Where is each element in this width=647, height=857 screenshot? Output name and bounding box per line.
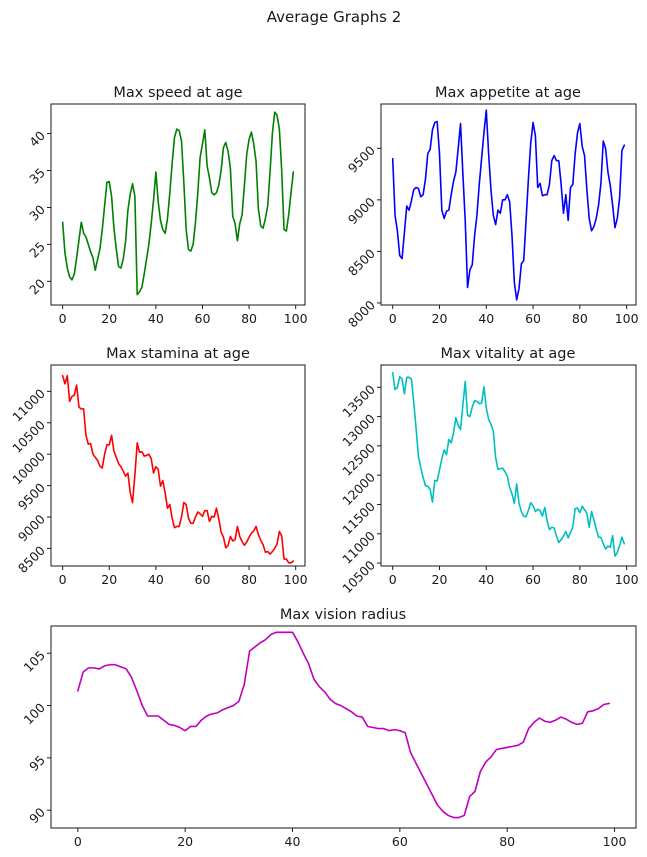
series-line-vision [77, 631, 610, 819]
x-tick-label: 40 [478, 572, 494, 587]
y-tick-label: 40 [26, 128, 48, 150]
x-tick-label: 40 [148, 311, 164, 326]
x-tick-label: 80 [241, 572, 257, 587]
x-tick-label: 0 [389, 311, 397, 326]
y-tick-label: 8500 [15, 543, 48, 576]
y-tick-label: 95 [26, 752, 48, 774]
x-tick-label: 80 [241, 311, 257, 326]
series-line-speed [61, 111, 295, 296]
plot-area [380, 364, 637, 567]
chart-title: Max speed at age [113, 85, 242, 101]
chart-speed: Max speed at age 0 20 40 60 80 100 20 25 30 35 40 [26, 85, 308, 326]
x-tick-label: 20 [177, 834, 193, 849]
chart-title: Max appetite at age [435, 85, 581, 101]
y-tick-label: 8000 [345, 297, 378, 330]
chart-vitality: Max vitality at age 0 20 40 60 80 10010500110… [339, 346, 638, 596]
chart-stamina: Max stamina at age 0 20 40 60 80 100850090009… [9, 346, 307, 587]
chart-vision: Max vision radius 0 20 40 60 80 100 90 95 100 105 [20, 607, 637, 849]
y-tick-label: 13500 [339, 382, 378, 421]
x-tick-label: 100 [284, 572, 308, 587]
x-tick-label: 80 [572, 311, 588, 326]
figure-suptitle: Average Graphs 2 [267, 8, 402, 26]
chart-appetite: Max appetite at age 0 20 40 60 80 100 8000 8500… [345, 85, 639, 330]
series-line-appetite [391, 109, 626, 301]
x-tick-label: 60 [392, 834, 408, 849]
y-tick-label: 9000 [15, 511, 48, 544]
y-tick-label: 105 [20, 648, 47, 675]
x-tick-label: 20 [101, 311, 117, 326]
x-tick-label: 0 [59, 311, 67, 326]
plot-area [50, 103, 306, 306]
x-tick-label: 0 [74, 834, 82, 849]
y-tick-label: 35 [26, 165, 48, 187]
chart-title: Max vision radius [280, 607, 406, 623]
y-tick-label: 10500 [9, 417, 48, 456]
x-tick-label: 100 [284, 311, 308, 326]
x-tick-label: 0 [389, 572, 397, 587]
chart-title: Max stamina at age [106, 346, 250, 362]
y-tick-label: 8500 [345, 246, 378, 279]
plot-area [380, 103, 637, 306]
y-tick-label: 10000 [9, 449, 48, 488]
x-tick-label: 60 [195, 311, 211, 326]
y-tick-label: 30 [26, 202, 48, 224]
x-tick-label: 80 [572, 572, 588, 587]
x-tick-label: 60 [525, 572, 541, 587]
y-tick-label: 20 [26, 276, 48, 298]
y-tick-label: 11000 [9, 386, 48, 425]
x-tick-label: 20 [432, 311, 448, 326]
plot-area [50, 364, 306, 567]
y-tick-label: 100 [20, 700, 48, 728]
y-tick-label: 9000 [345, 194, 378, 227]
y-tick-label: 9500 [345, 143, 378, 176]
plot-area [50, 625, 637, 829]
x-tick-label: 80 [499, 834, 515, 849]
x-tick-label: 40 [478, 311, 494, 326]
x-tick-label: 100 [615, 572, 639, 587]
series-line-vitality [391, 371, 626, 557]
x-tick-label: 0 [59, 572, 67, 587]
x-tick-label: 40 [148, 572, 164, 587]
series-line-stamina [61, 374, 295, 564]
x-tick-label: 60 [525, 311, 541, 326]
x-tick-label: 20 [432, 572, 448, 587]
x-tick-label: 100 [615, 311, 639, 326]
x-tick-label: 40 [285, 834, 301, 849]
x-tick-label: 60 [195, 572, 211, 587]
y-tick-label: 25 [26, 239, 48, 261]
x-tick-label: 20 [101, 572, 117, 587]
chart-title: Max vitality at age [441, 346, 576, 362]
x-tick-label: 100 [603, 834, 627, 849]
y-tick-label: 90 [26, 805, 48, 827]
